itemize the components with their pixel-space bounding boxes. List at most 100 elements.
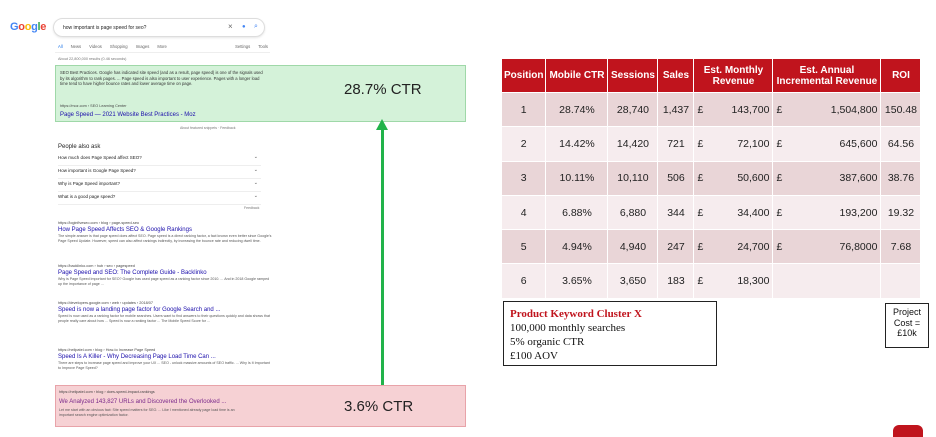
currency-symbol: £ [697, 172, 704, 185]
cell-value: 72,100 [737, 137, 770, 150]
keyword-line: 5% organic CTR [510, 336, 585, 348]
currency-symbol: £ [697, 103, 704, 116]
mic-icon[interactable]: ● [242, 24, 246, 30]
chevron-down-icon: ⌄ [253, 167, 258, 173]
search-input[interactable]: how important is page speed for seo? × ●… [53, 18, 265, 37]
cell-value: 1,504,800 [830, 103, 878, 116]
arrow-up-icon [376, 119, 388, 130]
cell-sales: 721 [657, 126, 695, 162]
result-title[interactable]: We Analyzed 143,827 URLs and Discovered … [59, 399, 227, 405]
result-url[interactable]: https://backlinko.com › hub › seo › page… [58, 264, 135, 268]
table-row: 2 14.42% 14,420 721 £72,100 £645,600 64.56 [500, 126, 922, 162]
snippet-feedback[interactable]: About featured snippets · Feedback [180, 126, 236, 130]
tab-videos[interactable]: Videos [89, 44, 102, 49]
cell-ctr: 4.94% [545, 229, 609, 265]
cell-position: 2 [500, 126, 547, 162]
low-position-highlight: https://neilpatel.com › blog › does-spee… [55, 385, 466, 427]
currency-symbol: £ [697, 275, 704, 288]
cell-monthly: £24,700 [693, 229, 774, 265]
cell-sales: 1,437 [657, 91, 695, 128]
cell-sessions: 4,940 [607, 229, 659, 265]
cell-sales: 344 [657, 194, 695, 231]
cell-value: 645,600 [839, 137, 878, 150]
result-url[interactable]: https://neilpatel.com › blog › How-to In… [58, 348, 156, 352]
paa-feedback[interactable]: Feedback [244, 206, 260, 210]
result-title[interactable]: How Page Speed Affects SEO & Google Rank… [58, 227, 192, 233]
result-title[interactable]: Speed is now a landing page factor for G… [58, 307, 221, 313]
cell-ctr: 10.11% [545, 160, 609, 196]
search-query: how important is page speed for seo? [63, 25, 147, 31]
project-cost-box: Project Cost = £10k [885, 303, 929, 348]
cell-monthly: £34,400 [693, 194, 774, 231]
tab-tools[interactable]: Tools [258, 44, 268, 49]
currency-symbol: £ [776, 240, 783, 253]
cell-sales: 506 [657, 160, 695, 196]
cell-sessions: 14,420 [607, 126, 659, 162]
cell-value: 50,600 [737, 172, 770, 185]
corner-decoration [893, 425, 923, 437]
cell-value: 76,8000 [839, 240, 878, 253]
col-header: Sessions [607, 58, 659, 93]
divider [55, 52, 270, 53]
col-header: Position [500, 58, 547, 93]
cell-position: 5 [500, 229, 547, 265]
paa-item[interactable]: How important is Google Page Speed? ⌄ [58, 166, 261, 179]
cell-roi: 38.76 [880, 160, 922, 196]
bottom-ctr-label: 3.6% CTR [344, 398, 414, 415]
cell-monthly: £50,600 [693, 160, 774, 196]
tab-settings[interactable]: Settings [235, 44, 251, 49]
keyword-cluster-box: Product Keyword Cluster X 100,000 monthl… [503, 301, 717, 366]
paa-item[interactable]: How much does Page Speed affect SEO? ⌄ [58, 153, 261, 166]
col-header: ROI [880, 58, 922, 93]
cost-line: Project [892, 307, 921, 317]
result-desc: The simple answer is that page speed doe… [58, 234, 272, 243]
tab-news[interactable]: News [70, 44, 82, 49]
paa-item[interactable]: What is a good page speed? ⌄ [58, 192, 261, 205]
currency-symbol: £ [697, 137, 704, 150]
paa-item[interactable]: Why is Page Speed important? ⌄ [58, 179, 261, 192]
clear-icon[interactable]: × [228, 22, 233, 31]
cell-sessions: 28,740 [607, 91, 659, 128]
tab-shopping[interactable]: Shopping [109, 44, 128, 49]
chevron-down-icon: ⌄ [253, 154, 258, 160]
keyword-line: 100,000 monthly searches [510, 322, 626, 334]
cell-sales: 183 [657, 263, 695, 299]
cell-sessions: 10,110 [607, 160, 659, 196]
col-header: Sales [657, 58, 695, 93]
cell-value: 193,200 [839, 206, 878, 219]
result-url[interactable]: https://loginfiveseo.com › blog › page-s… [58, 221, 140, 225]
cell-position: 3 [500, 160, 547, 196]
result-url[interactable]: https://neilpatel.com › blog › does-spee… [59, 390, 155, 394]
tab-images[interactable]: Images [135, 44, 150, 49]
snippet-text: SEO Best Practices. Google has indicated… [60, 70, 263, 86]
col-header: Est. Annual Incremental Revenue [772, 58, 882, 93]
keyword-cluster-title: Product Keyword Cluster X [510, 308, 642, 320]
cell-annual: £387,600 [772, 160, 882, 196]
google-logo: Google [10, 21, 47, 33]
search-icon[interactable]: ⌕ [254, 23, 258, 30]
result-title[interactable]: Speed Is A Killer - Why Decreasing Page … [58, 354, 216, 360]
currency-symbol: £ [776, 172, 783, 185]
snippet-link[interactable]: Page Speed — 2021 Website Best Practices… [60, 112, 196, 118]
tab-all[interactable]: All [58, 44, 63, 49]
cell-ctr: 6.88% [545, 194, 609, 231]
cell-annual: £193,200 [772, 194, 882, 231]
currency-symbol: £ [697, 240, 704, 253]
tab-more[interactable]: More [157, 44, 167, 49]
cell-annual: £1,504,800 [772, 91, 882, 128]
result-desc: Let me start with an obvious fact: Site … [59, 408, 235, 417]
cell-value: 387,600 [839, 172, 878, 185]
cell-monthly: £143,700 [693, 91, 774, 128]
search-result: https://backlinko.com › hub › seo › page… [58, 264, 273, 287]
snippet-url[interactable]: https://moz.com › SEO Learning Center [60, 104, 127, 108]
keyword-line: £100 AOV [510, 350, 558, 362]
result-desc: Why is Page Speed Important for SEO? Goo… [58, 277, 270, 286]
people-also-ask-title: People also ask [58, 144, 101, 150]
cell-roi: 19.32 [880, 194, 922, 231]
result-url[interactable]: https://developers.google.com › web › up… [58, 301, 153, 305]
cell-position: 6 [500, 263, 547, 299]
col-header: Est. Monthly Revenue [693, 58, 774, 93]
google-serp-screenshot: Google how important is page speed for s… [0, 0, 280, 431]
result-title[interactable]: Page Speed and SEO: The Complete Guide -… [58, 270, 207, 276]
result-desc: There are steps to increase page speed a… [58, 361, 270, 370]
